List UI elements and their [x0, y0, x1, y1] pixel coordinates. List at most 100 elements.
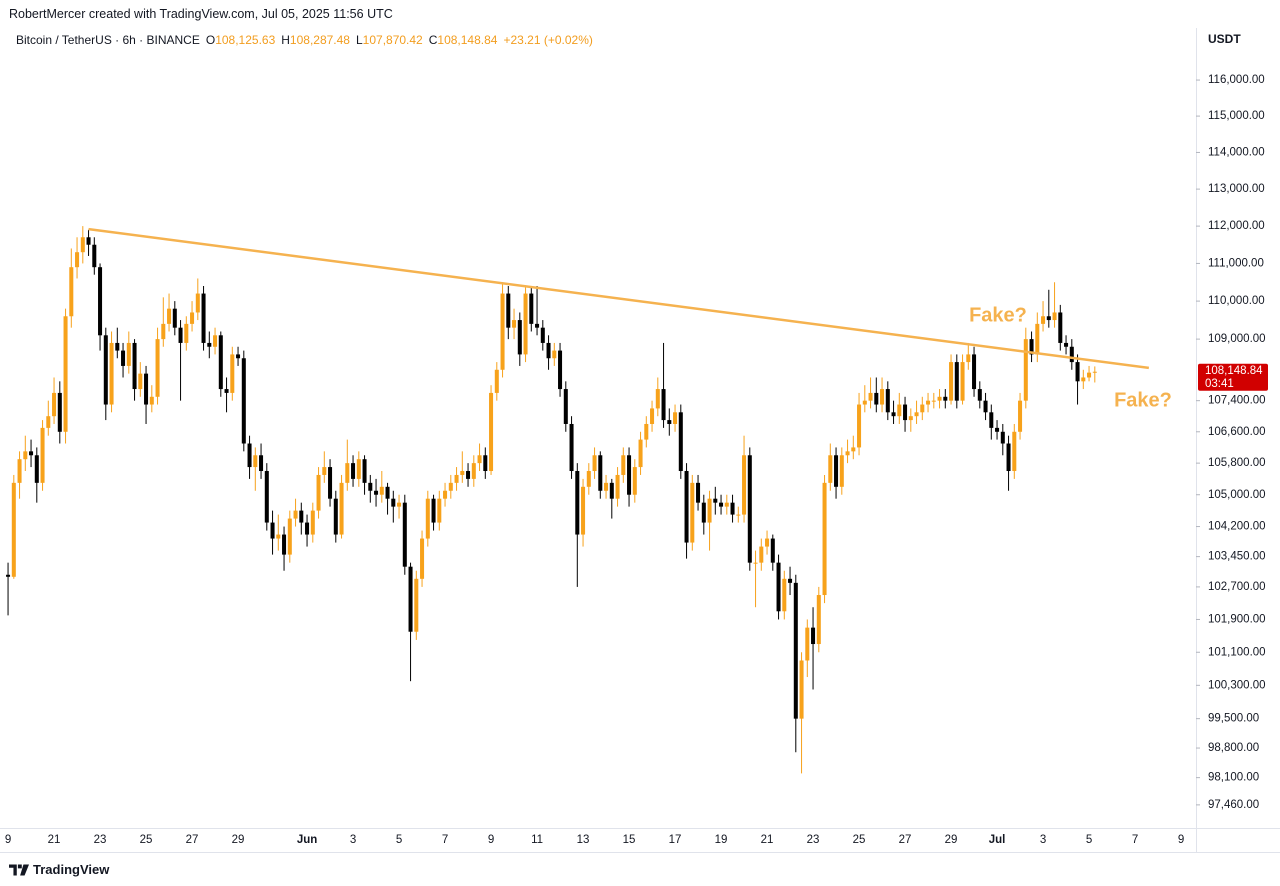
x-tick-label: 3	[1040, 834, 1046, 846]
candle-body	[391, 498, 396, 507]
candle-body	[374, 490, 379, 495]
candle-body	[34, 455, 39, 483]
candle-body	[75, 252, 80, 268]
candle-body	[868, 392, 873, 401]
candle-body	[1000, 431, 1005, 444]
y-tick-label: 101,100.00	[1208, 646, 1266, 658]
footer: TradingView	[9, 862, 109, 877]
x-tick-label: 25	[140, 834, 153, 846]
candle-body	[1087, 372, 1092, 378]
candle-body	[52, 392, 57, 417]
candle-body	[627, 455, 632, 495]
candle-body	[937, 396, 942, 401]
candle-body	[121, 350, 126, 366]
candle-body	[63, 316, 68, 432]
candle-body	[529, 293, 534, 324]
candle-body	[742, 455, 747, 515]
candle-body	[586, 471, 591, 487]
y-tick-label: 100,300.00	[1208, 679, 1266, 691]
currency-label: USDT	[1208, 32, 1241, 46]
candle-body	[103, 335, 108, 405]
y-tick-label: 107,400.00	[1208, 395, 1266, 407]
candle-body	[799, 660, 804, 719]
candle-body	[753, 562, 758, 564]
candle-body	[1058, 312, 1063, 343]
candle-body	[793, 582, 798, 719]
candle-body	[747, 455, 752, 563]
candle-body	[276, 534, 281, 539]
candle-body	[259, 455, 264, 472]
candle-body	[1029, 339, 1034, 355]
candle-body	[949, 362, 954, 401]
candle-body	[736, 514, 741, 516]
candle-body	[454, 474, 459, 483]
candle-body	[690, 482, 695, 543]
candle-body	[155, 339, 160, 397]
candle-body	[713, 498, 718, 503]
candle-body	[178, 327, 183, 343]
candle-body	[960, 362, 965, 401]
candle-body	[828, 455, 833, 483]
candle-body	[874, 392, 879, 405]
candle-body	[144, 373, 149, 405]
candle-body	[632, 467, 637, 495]
candle-body	[523, 293, 528, 355]
candle-body	[1041, 316, 1046, 324]
candle-body	[575, 471, 580, 535]
candle-body	[149, 396, 154, 405]
candle-body	[891, 412, 896, 417]
candle-body	[931, 400, 936, 402]
x-tick-label: 23	[94, 834, 107, 846]
candle-body	[207, 342, 212, 347]
candle-body	[621, 455, 626, 475]
candle-body	[40, 427, 45, 483]
y-tick-label: 105,800.00	[1208, 457, 1266, 469]
candle-body	[983, 400, 988, 413]
candle-body	[857, 404, 862, 448]
legend-key: L	[355, 33, 363, 47]
candle-body	[920, 404, 925, 413]
candle-body	[345, 463, 350, 483]
trendline	[88, 227, 1150, 370]
candle-body	[701, 502, 706, 523]
symbol[interactable]: Bitcoin / TetherUS · 6h · BINANCE	[16, 33, 200, 47]
candle-body	[1046, 316, 1051, 321]
x-tick-label: 9	[5, 834, 11, 846]
x-tick-label: 19	[715, 834, 728, 846]
y-tick-label: 113,000.00	[1208, 183, 1265, 195]
x-tick-label: Jul	[989, 834, 1006, 846]
candle-body	[650, 408, 655, 424]
candle-body	[822, 482, 827, 596]
candle-body	[339, 482, 344, 535]
candle-body	[535, 323, 540, 328]
candle-body	[322, 467, 327, 475]
last-price-label: 108,148.84	[1205, 365, 1263, 377]
candle-body	[109, 342, 114, 405]
candle-body	[1006, 443, 1011, 472]
candle-body	[834, 455, 839, 487]
candle-body	[408, 566, 413, 632]
candle-body	[184, 323, 189, 343]
candle-body	[684, 471, 689, 543]
candle-body	[880, 389, 885, 405]
legend-value: 108,287.48	[289, 33, 350, 47]
candle-body	[678, 412, 683, 472]
candle-body	[460, 471, 465, 475]
candle-body	[218, 335, 223, 390]
y-tick-label: 98,800.00	[1208, 742, 1259, 754]
x-tick-label: 21	[761, 834, 774, 846]
candle-body	[903, 404, 908, 421]
candle-body	[201, 293, 206, 343]
candle-body	[172, 308, 177, 328]
candle-body	[759, 546, 764, 563]
candle-body	[569, 423, 574, 472]
candle-body	[489, 392, 494, 472]
candle-body	[954, 362, 959, 401]
candle-body	[604, 482, 609, 491]
y-tick-label: 116,000.00	[1208, 74, 1265, 86]
candle-body	[230, 354, 235, 393]
legend-value: 108,148.84	[437, 33, 498, 47]
candle-body	[253, 455, 258, 468]
candle-body	[563, 389, 568, 424]
candle-body	[46, 416, 51, 428]
